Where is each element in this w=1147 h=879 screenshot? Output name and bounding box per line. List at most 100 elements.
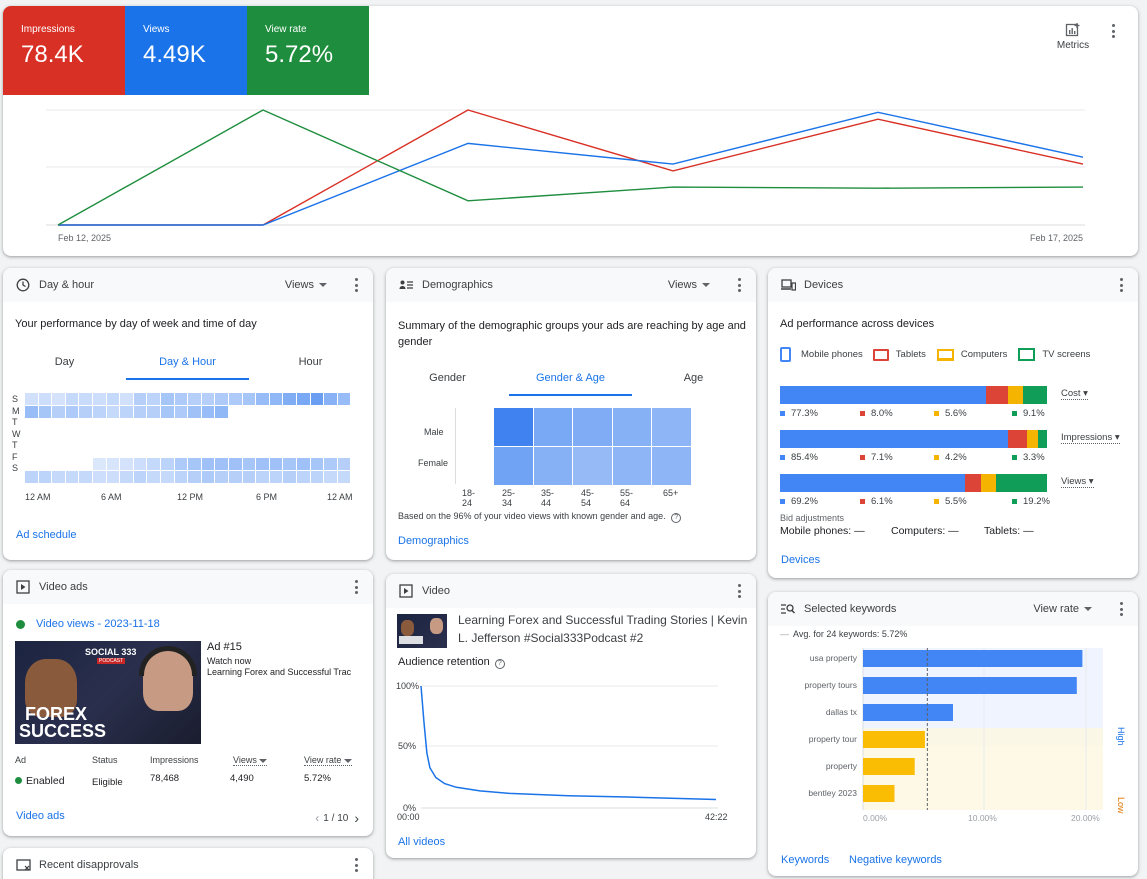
demographics-link[interactable]: Demographics [398,535,469,547]
heatmap-cell [297,458,310,470]
tv-icon [1018,348,1036,361]
devices-card: Devices Ad performance across devices Mo… [768,268,1138,578]
device-metric-selector[interactable]: Impressions ▾ [1061,432,1120,444]
tab-gender-age[interactable]: Gender & Age [509,372,632,396]
device-share-label: 5.6% [934,408,967,419]
day-label: F [12,451,18,462]
tab-hour[interactable]: Hour [298,356,323,368]
keyword-bar[interactable] [863,785,895,802]
help-icon[interactable]: ? [494,659,505,669]
keyword-bar[interactable] [863,650,1083,667]
x-tick-label: 0.00% [863,813,888,823]
more-options-icon[interactable] [738,584,742,598]
more-options-icon[interactable] [1120,278,1124,292]
demographic-cell[interactable] [652,408,691,446]
keyword-bar[interactable] [863,731,925,748]
heatmap-cell [25,471,38,483]
tab-gender[interactable]: Gender [429,372,466,384]
help-icon[interactable]: ? [671,513,682,523]
heatmap-cell [188,393,201,405]
demographic-cell[interactable] [494,447,533,485]
retention-line [420,685,717,801]
devices-link[interactable]: Devices [781,554,821,566]
metric-tile-views[interactable]: Views 4.49K [125,6,247,95]
more-options-icon[interactable] [738,278,742,292]
heatmap-cell [65,406,79,418]
keyword-bar[interactable] [863,758,915,775]
card-title: Day & hour [39,279,95,291]
heatmap-cell [283,458,296,470]
demographics-card: Demographics Views Summary of the demogr… [386,268,756,560]
demographic-cell[interactable] [533,447,572,485]
video-mini-thumbnail[interactable] [397,614,447,648]
column-header-sortable[interactable]: Views [233,755,268,766]
keywords-link[interactable]: Keywords [781,854,830,866]
keyword-bar[interactable] [863,677,1077,694]
card-header: Video [386,574,756,608]
heatmap-cell [215,406,228,418]
more-options-icon[interactable] [1120,602,1124,616]
metric-selector[interactable]: Views [668,279,710,291]
ad-watch: Watch now [207,656,252,666]
device-metric-selector[interactable]: Cost ▾ [1061,388,1088,400]
video-ads-link[interactable]: Video ads [16,810,65,822]
heatmap-cell [79,393,92,405]
heatmap-cell [93,406,106,418]
person-left [25,659,77,717]
keyword-label: usa property [810,653,858,663]
card-title: Selected keywords [804,603,897,615]
chevron-right-icon[interactable]: › [354,810,359,826]
device-metric-selector[interactable]: Views ▾ [1061,476,1094,488]
heatmap-cell [215,393,228,405]
video-title[interactable]: Learning Forex and Successful Trading St… [458,613,748,645]
heatmap-cell [297,471,310,483]
tab-day[interactable]: Day [54,356,75,368]
more-options-icon[interactable] [355,858,359,872]
metric-value: 4.49K [143,41,206,68]
all-videos-link[interactable]: All videos [398,836,446,848]
legend-label: Mobile phones [801,349,863,360]
campaign-row[interactable]: Video views - 2023-11-18 [16,618,160,630]
metric-selector[interactable]: Views [285,279,327,291]
demographic-cell[interactable] [652,447,691,485]
chevron-left-icon[interactable]: ‹ [315,811,320,825]
ad-title: Learning Forex and Successful Trac [207,667,352,677]
metrics-button[interactable]: Metrics [1053,22,1093,51]
age-label: 35-44 [541,488,555,508]
video-thumbnail[interactable]: SOCIAL 333 PODCAST FOREX SUCCESS [15,641,201,744]
more-options-icon[interactable] [1112,24,1116,38]
ad-schedule-link[interactable]: Ad schedule [16,529,77,541]
heatmap-cell [201,406,215,418]
campaign-link[interactable]: Video views - 2023-11-18 [36,618,160,630]
demographic-cell[interactable] [494,408,533,446]
heatmap-cell [337,458,351,470]
metric-selector[interactable]: View rate [1033,603,1092,615]
status-cell: Enabled [15,775,65,787]
day-label: M [12,405,20,416]
tab-day-hour[interactable]: Day & Hour [126,356,249,380]
heatmap-cell [161,406,174,418]
more-options-icon[interactable] [355,580,359,594]
metric-tile-impressions[interactable]: Impressions 78.4K [3,6,125,95]
keyword-bar[interactable] [863,704,953,721]
heatmap-cell [120,458,133,470]
device-share-label: 77.3% [780,408,818,419]
negative-keywords-link[interactable]: Negative keywords [849,854,942,866]
column-header-sortable[interactable]: View rate [304,755,352,766]
more-options-icon[interactable] [355,278,359,292]
demographic-cell[interactable] [573,447,612,485]
metric-tile-view-rate[interactable]: View rate 5.72% [247,6,369,95]
tab-age[interactable]: Age [683,372,704,384]
heatmap-cell [79,471,92,483]
device-share-label: 85.4% [780,452,818,463]
demographic-cell[interactable] [612,408,651,446]
heatmap-cell [201,458,215,470]
heatmap-cell [242,471,256,483]
thumb-person [401,620,414,636]
bid-tablets: Tablets: — [984,525,1034,537]
view-rate-cell: 5.72% [304,773,331,784]
demographic-cell[interactable] [573,408,612,446]
demographic-cell[interactable] [612,447,651,485]
headphones [139,646,197,676]
demographic-cell[interactable] [533,408,572,446]
